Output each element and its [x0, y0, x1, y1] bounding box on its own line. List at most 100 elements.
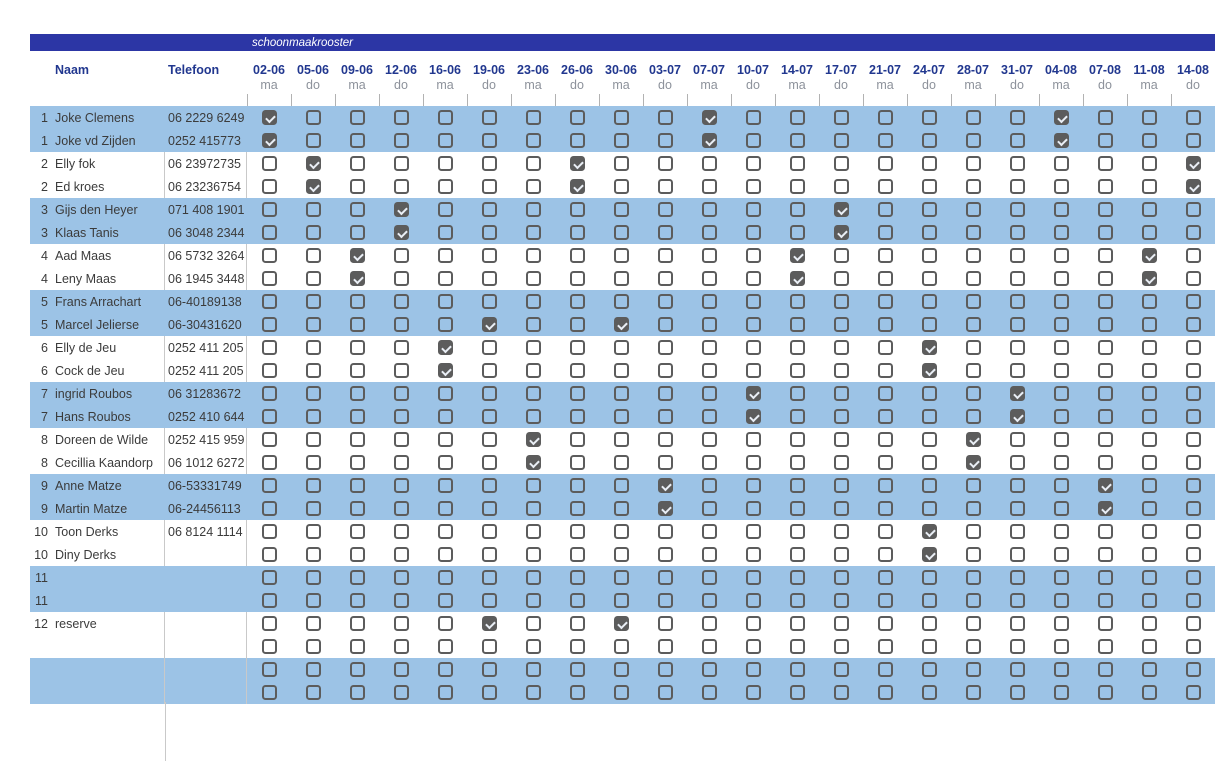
schedule-checkbox[interactable]	[745, 409, 761, 424]
schedule-checkbox[interactable]	[877, 110, 893, 125]
schedule-checkbox[interactable]	[1185, 478, 1201, 493]
schedule-checkbox[interactable]	[261, 570, 277, 585]
schedule-checkbox[interactable]	[965, 363, 981, 378]
schedule-checkbox[interactable]	[1009, 685, 1025, 700]
schedule-checkbox[interactable]	[1053, 639, 1069, 654]
schedule-checkbox[interactable]	[1053, 547, 1069, 562]
schedule-checkbox[interactable]	[657, 363, 673, 378]
schedule-checkbox[interactable]	[1009, 478, 1025, 493]
schedule-checkbox[interactable]	[525, 133, 541, 148]
schedule-checkbox[interactable]	[1053, 432, 1069, 447]
schedule-checkbox[interactable]	[437, 179, 453, 194]
schedule-checkbox[interactable]	[305, 593, 321, 608]
schedule-checkbox[interactable]	[437, 340, 453, 355]
schedule-checkbox[interactable]	[1009, 110, 1025, 125]
schedule-checkbox[interactable]	[569, 386, 585, 401]
schedule-checkbox[interactable]	[701, 340, 717, 355]
schedule-checkbox[interactable]	[789, 432, 805, 447]
schedule-checkbox[interactable]	[833, 455, 849, 470]
schedule-checkbox[interactable]	[525, 317, 541, 332]
schedule-checkbox[interactable]	[525, 179, 541, 194]
schedule-checkbox[interactable]	[1141, 455, 1157, 470]
schedule-checkbox[interactable]	[1185, 248, 1201, 263]
schedule-checkbox[interactable]	[1141, 547, 1157, 562]
schedule-checkbox[interactable]	[701, 478, 717, 493]
schedule-checkbox[interactable]	[569, 340, 585, 355]
schedule-checkbox[interactable]	[349, 156, 365, 171]
schedule-checkbox[interactable]	[349, 616, 365, 631]
schedule-checkbox[interactable]	[745, 639, 761, 654]
schedule-checkbox[interactable]	[965, 593, 981, 608]
schedule-checkbox[interactable]	[1141, 409, 1157, 424]
schedule-checkbox[interactable]	[481, 386, 497, 401]
schedule-checkbox[interactable]	[1009, 570, 1025, 585]
schedule-checkbox[interactable]	[921, 110, 937, 125]
schedule-checkbox[interactable]	[1097, 616, 1113, 631]
schedule-checkbox[interactable]	[437, 639, 453, 654]
schedule-checkbox[interactable]	[657, 179, 673, 194]
schedule-checkbox[interactable]	[349, 133, 365, 148]
schedule-checkbox[interactable]	[305, 455, 321, 470]
schedule-checkbox[interactable]	[789, 455, 805, 470]
schedule-checkbox[interactable]	[393, 501, 409, 516]
schedule-checkbox[interactable]	[1097, 547, 1113, 562]
schedule-checkbox[interactable]	[1009, 547, 1025, 562]
schedule-checkbox[interactable]	[393, 317, 409, 332]
schedule-checkbox[interactable]	[921, 524, 937, 539]
schedule-checkbox[interactable]	[657, 524, 673, 539]
schedule-checkbox[interactable]	[393, 156, 409, 171]
schedule-checkbox[interactable]	[261, 133, 277, 148]
schedule-checkbox[interactable]	[1097, 524, 1113, 539]
schedule-checkbox[interactable]	[921, 616, 937, 631]
schedule-checkbox[interactable]	[745, 225, 761, 240]
schedule-checkbox[interactable]	[481, 570, 497, 585]
schedule-checkbox[interactable]	[569, 317, 585, 332]
schedule-checkbox[interactable]	[965, 340, 981, 355]
schedule-checkbox[interactable]	[437, 409, 453, 424]
schedule-checkbox[interactable]	[305, 547, 321, 562]
schedule-checkbox[interactable]	[833, 363, 849, 378]
schedule-checkbox[interactable]	[481, 271, 497, 286]
schedule-checkbox[interactable]	[965, 248, 981, 263]
schedule-checkbox[interactable]	[1097, 271, 1113, 286]
schedule-checkbox[interactable]	[613, 639, 629, 654]
schedule-checkbox[interactable]	[525, 524, 541, 539]
schedule-checkbox[interactable]	[921, 662, 937, 677]
schedule-checkbox[interactable]	[1185, 225, 1201, 240]
schedule-checkbox[interactable]	[701, 202, 717, 217]
schedule-checkbox[interactable]	[437, 662, 453, 677]
schedule-checkbox[interactable]	[261, 685, 277, 700]
schedule-checkbox[interactable]	[833, 547, 849, 562]
schedule-checkbox[interactable]	[393, 432, 409, 447]
schedule-checkbox[interactable]	[481, 340, 497, 355]
schedule-checkbox[interactable]	[1185, 202, 1201, 217]
schedule-checkbox[interactable]	[657, 547, 673, 562]
schedule-checkbox[interactable]	[745, 363, 761, 378]
schedule-checkbox[interactable]	[965, 202, 981, 217]
schedule-checkbox[interactable]	[921, 271, 937, 286]
schedule-checkbox[interactable]	[1053, 593, 1069, 608]
schedule-checkbox[interactable]	[1097, 386, 1113, 401]
schedule-checkbox[interactable]	[789, 225, 805, 240]
schedule-checkbox[interactable]	[481, 156, 497, 171]
schedule-checkbox[interactable]	[349, 294, 365, 309]
schedule-checkbox[interactable]	[833, 294, 849, 309]
schedule-checkbox[interactable]	[613, 409, 629, 424]
schedule-checkbox[interactable]	[1053, 478, 1069, 493]
schedule-checkbox[interactable]	[1141, 593, 1157, 608]
schedule-checkbox[interactable]	[393, 179, 409, 194]
schedule-checkbox[interactable]	[657, 616, 673, 631]
schedule-checkbox[interactable]	[701, 685, 717, 700]
schedule-checkbox[interactable]	[1097, 593, 1113, 608]
schedule-checkbox[interactable]	[613, 248, 629, 263]
schedule-checkbox[interactable]	[525, 156, 541, 171]
schedule-checkbox[interactable]	[1053, 317, 1069, 332]
schedule-checkbox[interactable]	[1185, 317, 1201, 332]
schedule-checkbox[interactable]	[613, 363, 629, 378]
schedule-checkbox[interactable]	[1053, 110, 1069, 125]
schedule-checkbox[interactable]	[613, 685, 629, 700]
schedule-checkbox[interactable]	[613, 478, 629, 493]
schedule-checkbox[interactable]	[1097, 432, 1113, 447]
schedule-checkbox[interactable]	[261, 340, 277, 355]
schedule-checkbox[interactable]	[921, 202, 937, 217]
